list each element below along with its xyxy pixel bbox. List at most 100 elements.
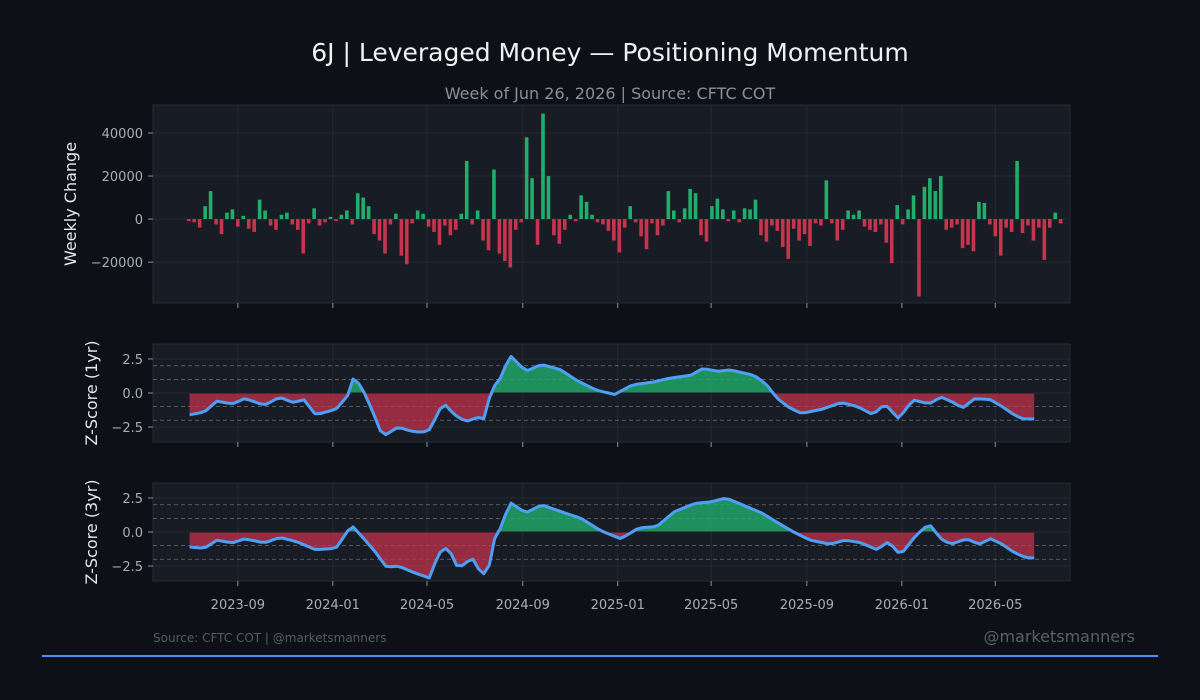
weekly-change-bar <box>334 219 338 222</box>
x-tick-label: 2023-09 <box>211 598 265 613</box>
weekly-change-bar <box>606 219 611 231</box>
weekly-change-bar <box>802 219 807 235</box>
weekly-change-bar <box>404 219 409 265</box>
weekly-change-bar <box>742 208 747 220</box>
weekly-change-bar <box>236 219 240 227</box>
weekly-change-bar <box>813 219 818 224</box>
weekly-change-bar <box>214 219 218 225</box>
weekly-change-bar <box>650 219 654 224</box>
y-tick-label: −2.5 <box>111 560 143 575</box>
weekly-change-bar <box>443 219 447 226</box>
weekly-change-bar <box>840 219 845 230</box>
weekly-change-bar <box>884 219 889 243</box>
x-tick-label: 2025-05 <box>684 598 738 613</box>
weekly-change-bar <box>415 210 420 220</box>
weekly-change-bar <box>862 219 867 227</box>
weekly-change-bar <box>519 219 524 223</box>
zscore-line <box>189 354 1035 437</box>
weekly-change-bar <box>584 201 589 220</box>
weekly-change-bar <box>988 219 992 225</box>
weekly-change-bar <box>737 219 741 223</box>
weekly-change-bar <box>666 191 671 220</box>
weekly-change-bar <box>274 219 278 230</box>
weekly-change-bar <box>1020 219 1025 234</box>
weekly-change-bar <box>595 219 600 223</box>
weekly-change-bar <box>1047 219 1052 228</box>
bottom-accent-line <box>42 655 1158 657</box>
weekly-change-bar <box>437 219 442 245</box>
weekly-change-bar <box>857 210 861 220</box>
weekly-change-bar <box>622 219 627 228</box>
weekly-change-bar <box>655 219 660 236</box>
weekly-change-bar <box>317 219 322 226</box>
x-tick-label: 2024-09 <box>496 598 550 613</box>
weekly-change-bar <box>203 206 207 220</box>
weekly-change-bar <box>688 188 692 220</box>
weekly-change-bar <box>459 213 464 220</box>
weekly-change-bar <box>535 219 540 245</box>
weekly-change-bar <box>617 219 622 253</box>
weekly-change-bar <box>546 176 551 220</box>
weekly-change-bar <box>530 178 534 220</box>
weekly-change-bar <box>671 210 676 220</box>
weekly-change-bar <box>682 208 687 220</box>
weekly-change-bar <box>960 219 965 249</box>
y-tick-label: 0 <box>135 213 143 228</box>
weekly-change-bar <box>797 219 801 241</box>
weekly-change-bar <box>699 219 703 236</box>
weekly-change-bar <box>464 160 469 220</box>
weekly-change-bar <box>633 219 638 223</box>
weekly-change-bar <box>922 186 927 220</box>
weekly-change-bar <box>612 219 616 241</box>
weekly-change-bar <box>312 208 316 220</box>
weekly-change-bar <box>819 219 823 226</box>
y-tick-label: −2.5 <box>111 421 143 436</box>
weekly-change-bar <box>388 219 393 225</box>
weekly-change-bar <box>432 219 436 232</box>
weekly-change-bar <box>644 219 649 250</box>
footer-source: Source: CFTC COT | @marketsmanners <box>153 631 387 645</box>
weekly-change-bar <box>285 212 289 220</box>
weekly-change-bar <box>377 219 382 241</box>
weekly-change-bar <box>780 219 785 248</box>
weekly-change-bar <box>383 219 387 254</box>
weekly-change-bar <box>481 219 485 241</box>
y-axis-label: Z-Score (3yr) <box>82 479 101 584</box>
weekly-change-bar <box>372 219 376 235</box>
weekly-change-bar <box>873 219 878 232</box>
weekly-change-bar <box>279 214 284 220</box>
y-tick-label: 0.0 <box>122 387 143 402</box>
weekly-change-bar <box>246 219 251 229</box>
weekly-change-bar <box>977 201 981 220</box>
weekly-change-bar <box>753 199 758 220</box>
x-tick-label: 2024-05 <box>400 598 454 613</box>
x-tick-label: 2024-01 <box>306 598 360 613</box>
weekly-change-bar <box>639 219 643 237</box>
y-tick-label: 40000 <box>102 127 143 142</box>
weekly-change-bar <box>1053 212 1058 220</box>
weekly-change-bar <box>562 219 567 230</box>
weekly-change-bar <box>355 193 360 220</box>
weekly-change-bar <box>290 219 295 225</box>
y-axis-label: Z-Score (1yr) <box>82 340 101 445</box>
y-tick-label: 20000 <box>102 170 143 185</box>
weekly-change-bar <box>715 198 720 220</box>
weekly-change-bar <box>197 219 202 228</box>
weekly-change-bar <box>917 219 921 297</box>
weekly-change-bar <box>1042 219 1047 260</box>
weekly-change-bar <box>241 215 246 220</box>
weekly-change-bar <box>573 219 578 222</box>
weekly-change-bar <box>192 219 197 223</box>
weekly-change-bar <box>906 209 910 220</box>
panel-3: 2.5 0.0 −2.5 Z-Score (3yr) <box>82 479 1071 586</box>
weekly-change-bar <box>268 219 273 226</box>
weekly-change-bar <box>366 206 371 220</box>
weekly-change-bar <box>208 191 213 220</box>
weekly-change-bar <box>786 219 791 259</box>
weekly-change-bar <box>1015 160 1019 220</box>
weekly-change-bar <box>399 219 404 256</box>
weekly-change-bar <box>726 219 731 222</box>
weekly-change-bar <box>879 219 883 225</box>
weekly-change-bar <box>187 219 191 222</box>
